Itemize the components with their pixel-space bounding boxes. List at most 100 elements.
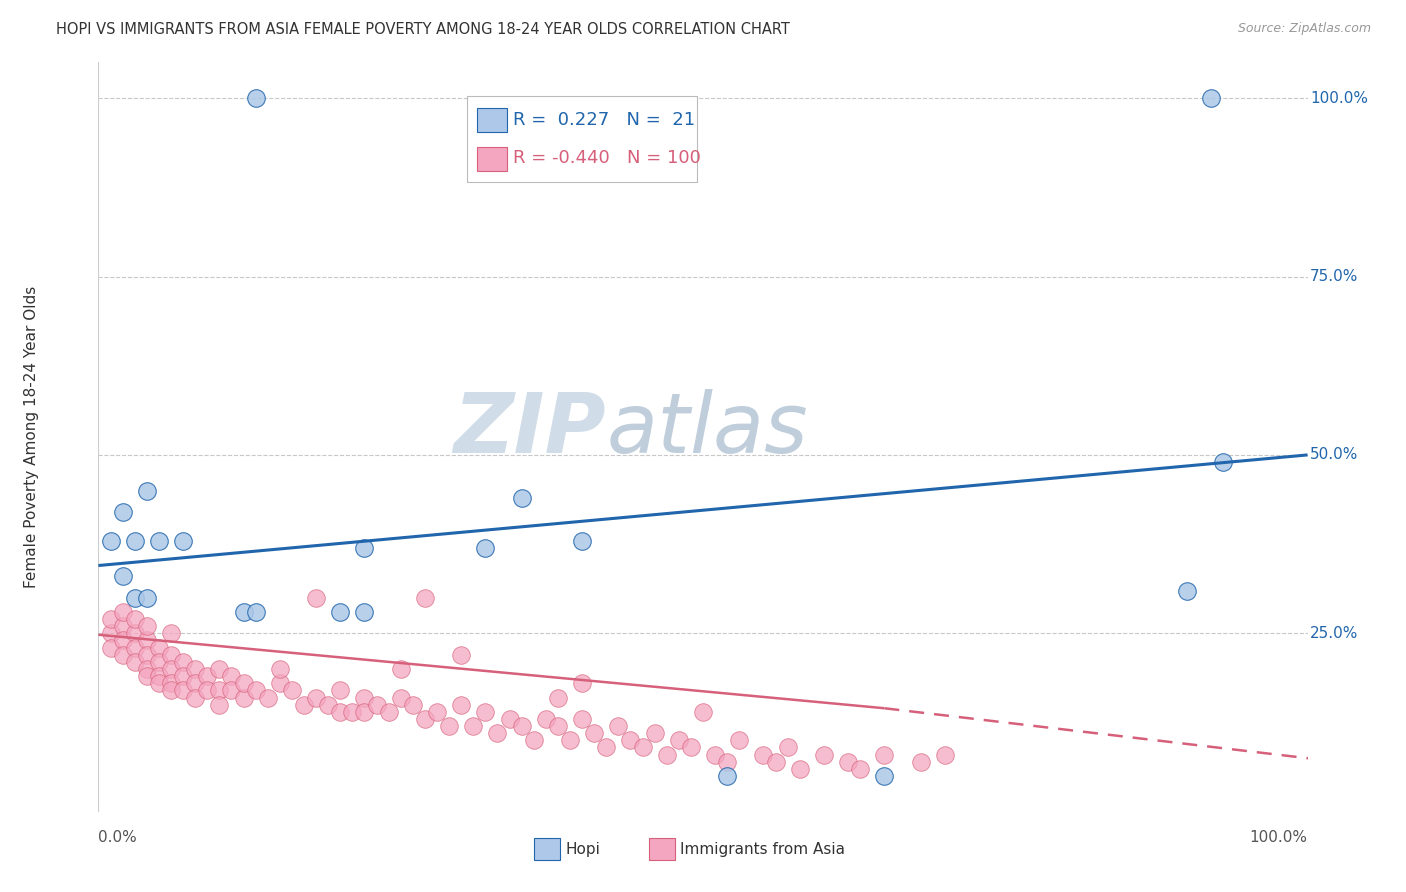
Point (135, 669, 157, 683)
Point (873, 769, 896, 783)
Point (208, 698, 231, 712)
FancyBboxPatch shape (648, 838, 675, 861)
Text: Immigrants from Asia: Immigrants from Asia (681, 842, 845, 856)
Point (583, 726, 606, 740)
Point (184, 662, 207, 676)
Point (160, 676, 183, 690)
Text: ZIP: ZIP (454, 389, 606, 470)
Text: Hopi: Hopi (565, 842, 600, 856)
Point (510, 491, 533, 505)
Text: R =  0.227   N =  21: R = 0.227 N = 21 (513, 112, 696, 129)
Point (437, 719, 460, 733)
Point (631, 740, 654, 755)
Point (124, 533, 146, 548)
Point (135, 591, 157, 605)
Point (510, 719, 533, 733)
Point (124, 655, 146, 669)
Point (172, 669, 194, 683)
Point (184, 690, 207, 705)
Point (1212, 455, 1234, 469)
Point (135, 648, 157, 662)
Point (100, 626, 122, 640)
Point (305, 690, 328, 705)
Point (716, 769, 738, 783)
FancyBboxPatch shape (477, 108, 508, 132)
Point (329, 683, 352, 698)
Text: R = -0.440   N = 100: R = -0.440 N = 100 (513, 149, 702, 167)
Point (221, 683, 243, 698)
Point (160, 683, 183, 698)
Point (195, 669, 218, 683)
Point (124, 640, 146, 655)
Point (571, 533, 593, 548)
Point (1199, 91, 1222, 105)
Point (704, 747, 727, 762)
Point (184, 676, 207, 690)
Point (160, 626, 183, 640)
Text: 25.0%: 25.0% (1310, 626, 1358, 640)
Point (148, 676, 170, 690)
Point (269, 662, 291, 676)
Text: 50.0%: 50.0% (1310, 448, 1358, 462)
Point (353, 705, 375, 719)
Point (716, 755, 738, 769)
Point (389, 662, 412, 676)
Point (124, 591, 146, 605)
Point (316, 698, 339, 712)
Point (256, 690, 278, 705)
Point (389, 690, 412, 705)
Text: 75.0%: 75.0% (1310, 269, 1358, 284)
Point (837, 755, 859, 769)
Point (100, 533, 122, 548)
Point (765, 755, 787, 769)
Point (353, 541, 375, 555)
Point (474, 541, 496, 555)
Point (232, 676, 254, 690)
Point (571, 676, 593, 690)
Point (329, 705, 352, 719)
Text: 0.0%: 0.0% (98, 830, 138, 845)
Point (910, 755, 932, 769)
Point (148, 640, 170, 655)
Point (269, 676, 291, 690)
Point (245, 683, 267, 698)
FancyBboxPatch shape (467, 96, 697, 182)
Point (934, 747, 956, 762)
Point (655, 747, 678, 762)
Point (100, 612, 122, 626)
Point (873, 747, 896, 762)
Point (135, 633, 157, 648)
Point (789, 762, 811, 776)
Point (135, 662, 157, 676)
Point (124, 612, 146, 626)
Point (208, 683, 231, 698)
Point (111, 633, 134, 648)
Text: HOPI VS IMMIGRANTS FROM ASIA FEMALE POVERTY AMONG 18-24 YEAR OLDS CORRELATION CH: HOPI VS IMMIGRANTS FROM ASIA FEMALE POVE… (56, 22, 790, 37)
Point (776, 740, 799, 755)
Point (342, 705, 364, 719)
Text: atlas: atlas (606, 389, 808, 470)
Point (534, 712, 557, 726)
Point (426, 705, 449, 719)
Point (111, 505, 134, 519)
Point (547, 690, 569, 705)
Point (813, 747, 835, 762)
Point (353, 690, 375, 705)
Point (1175, 583, 1198, 598)
Text: Female Poverty Among 18-24 Year Olds: Female Poverty Among 18-24 Year Olds (24, 286, 39, 588)
Point (148, 655, 170, 669)
Point (486, 726, 509, 740)
Point (232, 605, 254, 619)
Point (547, 719, 569, 733)
FancyBboxPatch shape (534, 838, 561, 861)
Point (329, 605, 352, 619)
Point (366, 698, 388, 712)
Text: Source: ZipAtlas.com: Source: ZipAtlas.com (1237, 22, 1371, 36)
Point (463, 719, 485, 733)
Point (111, 619, 134, 633)
Point (571, 712, 593, 726)
Point (558, 733, 581, 747)
Point (728, 733, 751, 747)
Point (245, 605, 267, 619)
Point (100, 640, 122, 655)
